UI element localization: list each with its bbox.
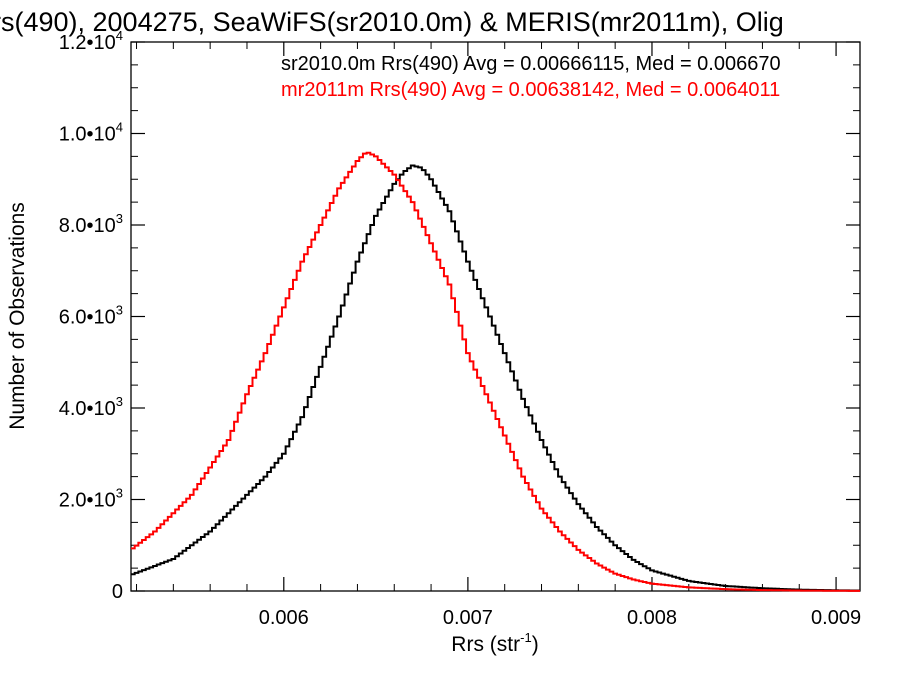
x-tick-label: 0.009 xyxy=(811,607,861,629)
y-axis-label: Number of Observations xyxy=(6,202,29,430)
legend-stats-mr2011: mr2011m Rrs(490) Avg = 0.00638142, Med =… xyxy=(281,79,780,101)
y-axis-ticks: 0 2.0•103 4.0•103 6.0•103 8.0•103 1.0•104 1.2•… xyxy=(59,28,860,603)
y-tick-label: 6.0•103 xyxy=(59,303,123,329)
series-line-mr2011m xyxy=(131,151,860,592)
x-tick-label: 0.007 xyxy=(443,607,493,629)
y-tick-label: 4.0•103 xyxy=(59,394,123,420)
x-tick-label: 0.008 xyxy=(627,607,677,629)
chart-title: rs(490), 2004275, SeaWiFS(sr2010.0m) & M… xyxy=(0,7,784,37)
plot-frame xyxy=(130,41,861,592)
legend-stats-sr2010: sr2010.0m Rrs(490) Avg = 0.00666115, Med… xyxy=(281,53,781,75)
y-tick-label: 1.0•104 xyxy=(59,120,123,146)
y-tick-label: 1.2•104 xyxy=(59,28,123,54)
x-axis-label-exponent: -1 xyxy=(520,630,532,645)
x-axis-label: Rrs (str-1) xyxy=(451,630,538,656)
series-line-sr2010-0m xyxy=(131,164,860,592)
x-tick-label: 0.006 xyxy=(259,607,309,629)
x-axis-ticks: 0.006 0.007 0.008 0.009 xyxy=(136,42,861,629)
y-tick-label: 2.0•103 xyxy=(59,486,123,512)
x-axis-label-tail: ) xyxy=(532,633,539,656)
series-layer xyxy=(131,151,860,592)
y-tick-label: 0 xyxy=(112,581,123,603)
y-tick-label: 8.0•103 xyxy=(59,211,123,237)
x-axis-label-main: Rrs (str xyxy=(451,633,520,656)
